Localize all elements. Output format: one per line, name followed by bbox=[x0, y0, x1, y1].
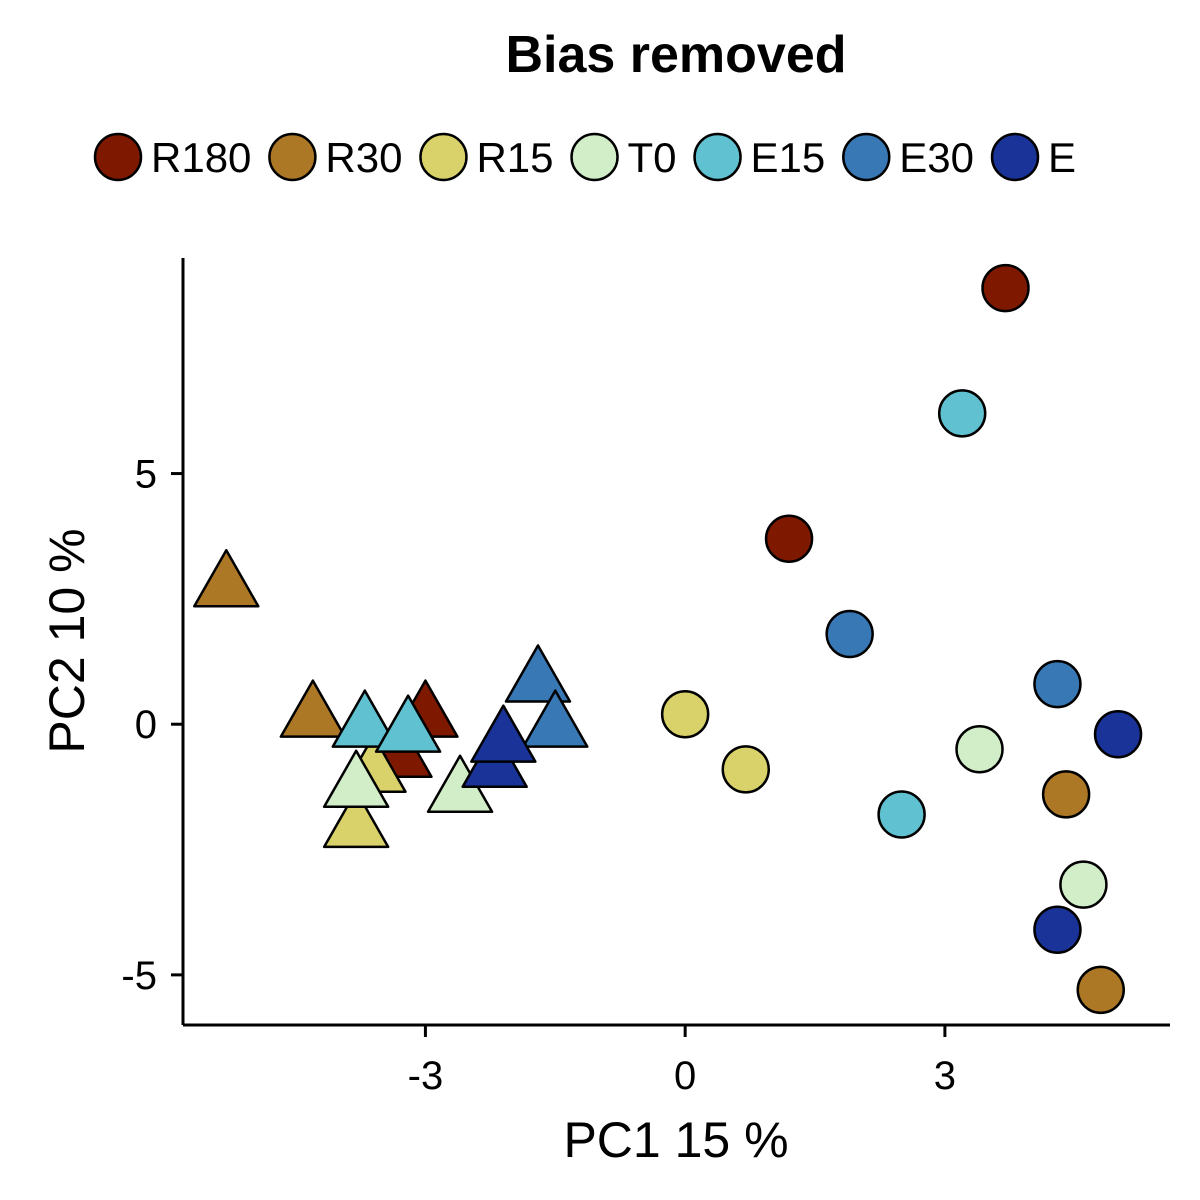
point-e-circle bbox=[1093, 709, 1143, 759]
x-axis-ticks: -3 0 3 bbox=[408, 1025, 956, 1098]
point-r180-circle bbox=[764, 514, 814, 563]
x-tick-label: 0 bbox=[674, 1054, 696, 1098]
legend-swatch-e bbox=[990, 132, 1040, 182]
point-e30-circle bbox=[1033, 659, 1082, 709]
legend-swatch-e15 bbox=[693, 132, 742, 182]
point-e30-circle bbox=[825, 609, 874, 659]
x-tick-label: -3 bbox=[408, 1054, 444, 1098]
legend-swatch-r30 bbox=[268, 132, 317, 182]
point-e15-circle bbox=[937, 389, 987, 438]
legend-label-r180: R180 bbox=[151, 134, 251, 181]
point-e15-circle bbox=[877, 790, 926, 839]
y-tick-label: 0 bbox=[135, 703, 157, 747]
point-t0-triangle bbox=[322, 749, 390, 809]
legend-swatch-r15 bbox=[419, 132, 468, 182]
legend-swatch-e30 bbox=[842, 132, 891, 182]
point-r30-triangle bbox=[193, 548, 260, 608]
axes: -3 0 3 -5 0 5 PC1 15 % PC2 10 % bbox=[39, 258, 1170, 1168]
legend-swatch-t0 bbox=[570, 132, 619, 182]
point-r15-circle bbox=[721, 745, 771, 794]
y-tick-label: -5 bbox=[121, 954, 157, 998]
x-axis-title: PC1 15 % bbox=[563, 1112, 788, 1168]
legend-label-e30: E30 bbox=[899, 134, 974, 181]
y-tick-label: 5 bbox=[135, 453, 157, 497]
point-r15-triangle bbox=[322, 789, 390, 849]
legend-label-r15: R15 bbox=[476, 134, 553, 181]
point-e30-triangle bbox=[504, 644, 572, 703]
point-r30-circle bbox=[1041, 770, 1091, 819]
legend: R180 R30 R15 T0 E15 E30 E bbox=[93, 132, 1076, 182]
legend-label-e15: E15 bbox=[751, 134, 826, 181]
x-tick-label: 3 bbox=[934, 1054, 956, 1098]
legend-label-e: E bbox=[1048, 134, 1076, 181]
point-r180-circle bbox=[981, 263, 1030, 313]
legend-swatch-r180 bbox=[93, 132, 143, 182]
point-e15-triangle bbox=[331, 689, 399, 748]
point-r30-triangle bbox=[279, 679, 347, 738]
y-axis-ticks: -5 0 5 bbox=[121, 453, 183, 998]
data-points bbox=[193, 263, 1143, 1015]
point-e30-triangle bbox=[522, 689, 589, 748]
legend-label-r30: R30 bbox=[325, 134, 402, 181]
point-r30-circle bbox=[1076, 965, 1125, 1015]
point-r15-circle bbox=[660, 689, 710, 739]
point-t0-circle bbox=[1059, 860, 1108, 909]
y-axis-title: PC2 10 % bbox=[39, 528, 95, 753]
point-e15-triangle bbox=[374, 694, 442, 753]
point-e-circle bbox=[1033, 905, 1082, 955]
point-e-triangle bbox=[470, 704, 537, 763]
chart-title: Bias removed bbox=[505, 26, 846, 84]
point-t0-circle bbox=[955, 725, 1004, 774]
legend-label-t0: T0 bbox=[628, 134, 677, 181]
